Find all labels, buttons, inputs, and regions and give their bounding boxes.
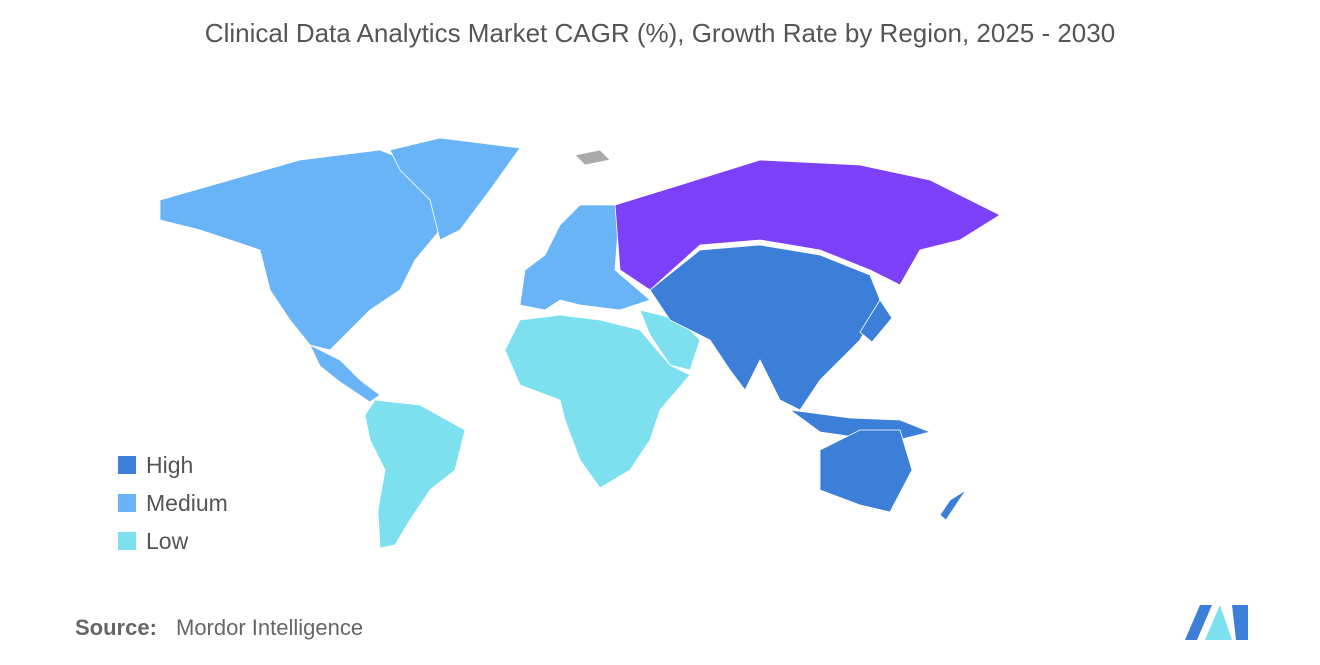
asia [649,244,881,411]
source-text: Mordor Intelligence [176,615,363,640]
logo-shape [1232,605,1248,640]
greenland [389,137,521,241]
japan [859,299,893,343]
logo-shape [1205,605,1232,640]
legend-swatch [118,532,136,550]
svalbard [574,149,611,166]
legend-swatch [118,494,136,512]
world-map [159,137,1001,549]
north-america [159,149,441,351]
chart-title: Clinical Data Analytics Market CAGR (%),… [205,18,1115,48]
logo [1185,605,1248,640]
legend-label: Low [146,528,189,554]
africa [504,314,691,489]
legend-label: Medium [146,490,228,516]
logo-shape [1185,605,1212,640]
legend-swatch [118,456,136,474]
new-zealand [939,489,967,521]
russia [614,159,1001,291]
legend-label: High [146,452,193,478]
south-america [364,399,466,549]
source-label: Source: [75,615,157,640]
australia [819,429,913,513]
legend: High Medium Low [118,452,228,554]
central-america [309,344,381,403]
